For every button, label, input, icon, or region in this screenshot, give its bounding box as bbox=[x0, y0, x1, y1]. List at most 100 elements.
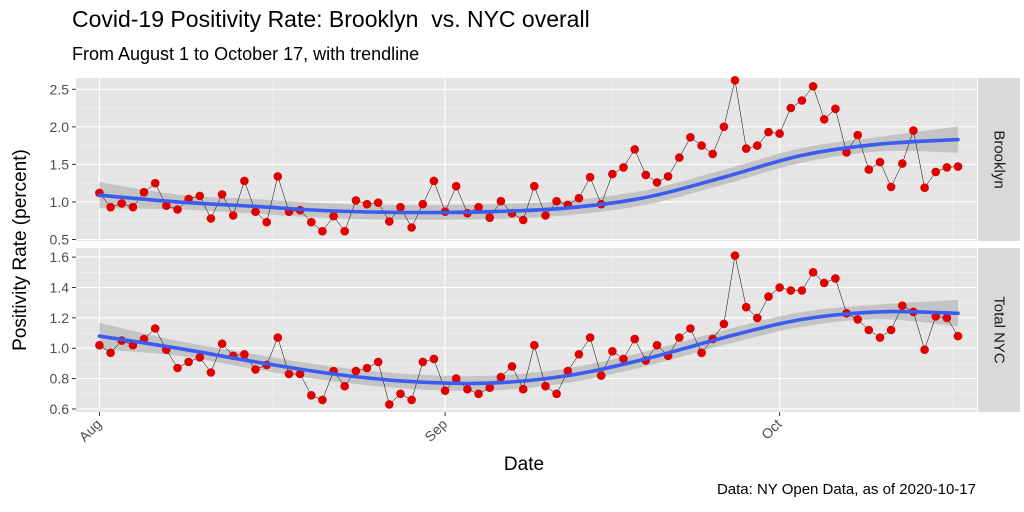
data-point bbox=[485, 383, 495, 393]
data-point bbox=[886, 182, 896, 192]
data-point bbox=[931, 167, 940, 177]
data-point bbox=[719, 122, 729, 132]
data-point bbox=[552, 389, 561, 399]
data-point bbox=[128, 202, 138, 212]
x-axis-title: Date bbox=[504, 454, 544, 475]
y-tick-label: 1.2 bbox=[50, 310, 70, 326]
chart-title: Covid-19 Positivity Rate: Brooklyn vs. N… bbox=[72, 6, 590, 32]
data-point bbox=[217, 190, 227, 199]
data-point bbox=[875, 333, 885, 342]
data-point bbox=[909, 126, 918, 135]
data-point bbox=[463, 384, 472, 394]
facet-strip bbox=[978, 248, 1020, 412]
data-point bbox=[295, 369, 305, 379]
data-point bbox=[240, 350, 249, 359]
data-point bbox=[808, 82, 818, 91]
data-point bbox=[217, 339, 227, 349]
data-point bbox=[340, 226, 350, 236]
data-point bbox=[596, 371, 606, 380]
data-point bbox=[530, 340, 539, 350]
data-point bbox=[864, 325, 874, 335]
data-point bbox=[340, 381, 350, 391]
data-point bbox=[284, 369, 294, 379]
data-point bbox=[251, 365, 260, 374]
data-point bbox=[496, 372, 506, 382]
data-point bbox=[686, 324, 695, 333]
data-point bbox=[585, 172, 595, 182]
facet-strip bbox=[978, 78, 1020, 241]
trend-line bbox=[97, 137, 960, 215]
data-point bbox=[496, 196, 506, 206]
data-point bbox=[318, 395, 327, 405]
data-point bbox=[708, 149, 717, 159]
data-point bbox=[106, 348, 115, 358]
data-point bbox=[753, 141, 762, 150]
data-point bbox=[451, 374, 461, 383]
data-point bbox=[262, 217, 272, 227]
y-tick-label: 1.0 bbox=[50, 194, 70, 210]
data-point bbox=[407, 223, 416, 232]
data-point bbox=[195, 353, 205, 362]
data-point bbox=[206, 368, 216, 377]
data-point bbox=[920, 345, 929, 355]
panel-0: 0.5 1.0 1.5 2.0 2.5 Brooklyn bbox=[50, 76, 1020, 247]
data-point bbox=[418, 199, 428, 209]
data-point bbox=[451, 181, 461, 191]
chart-subtitle: From August 1 to October 17, with trendl… bbox=[72, 44, 420, 64]
data-point bbox=[162, 201, 171, 210]
data-point bbox=[173, 363, 182, 373]
data-point bbox=[251, 207, 260, 216]
data-point bbox=[764, 127, 773, 137]
data-point bbox=[652, 340, 662, 350]
data-point bbox=[429, 176, 439, 186]
data-point bbox=[641, 170, 651, 180]
data-point bbox=[786, 103, 796, 113]
data-point bbox=[228, 211, 238, 220]
data-point bbox=[173, 205, 182, 214]
data-point bbox=[741, 144, 751, 153]
y-axis-title: Positivity Rate (percent) bbox=[10, 149, 31, 351]
data-point bbox=[953, 162, 963, 171]
data-point bbox=[318, 226, 327, 236]
y-tick-label: 1.5 bbox=[50, 156, 70, 172]
data-point bbox=[853, 315, 862, 324]
data-point bbox=[351, 366, 361, 376]
data-point bbox=[585, 333, 595, 342]
data-point bbox=[518, 384, 528, 394]
data-point bbox=[775, 129, 784, 138]
data-point bbox=[117, 199, 126, 208]
data-point bbox=[307, 217, 316, 227]
data-point bbox=[630, 145, 639, 154]
data-point bbox=[608, 347, 617, 356]
data-point bbox=[273, 333, 283, 342]
data-point bbox=[630, 334, 639, 344]
data-point bbox=[697, 141, 706, 150]
data-point bbox=[150, 324, 160, 333]
data-point bbox=[719, 319, 729, 329]
data-point bbox=[730, 251, 740, 260]
data-point bbox=[663, 172, 673, 181]
data-point bbox=[574, 350, 584, 359]
data-point bbox=[273, 172, 283, 181]
data-point bbox=[608, 169, 617, 179]
x-tick-label: Aug bbox=[76, 416, 105, 445]
data-point bbox=[797, 96, 807, 105]
data-point bbox=[831, 274, 840, 283]
data-point bbox=[541, 381, 550, 391]
data-point bbox=[953, 331, 963, 341]
data-point bbox=[206, 214, 216, 223]
data-point bbox=[819, 115, 829, 124]
chart-caption: Data: NY Open Data, as of 2020-10-17 bbox=[716, 481, 976, 498]
data-point bbox=[675, 153, 684, 162]
data-point bbox=[150, 178, 160, 188]
data-point bbox=[396, 389, 405, 399]
x-tick-label: Sep bbox=[421, 416, 450, 445]
data-point bbox=[541, 211, 550, 220]
y-tick-label: 0.8 bbox=[50, 371, 70, 387]
data-point bbox=[362, 199, 372, 209]
data-point bbox=[619, 163, 628, 172]
data-point bbox=[418, 357, 428, 367]
confidence-band bbox=[99, 300, 958, 391]
data-point bbox=[853, 130, 862, 140]
